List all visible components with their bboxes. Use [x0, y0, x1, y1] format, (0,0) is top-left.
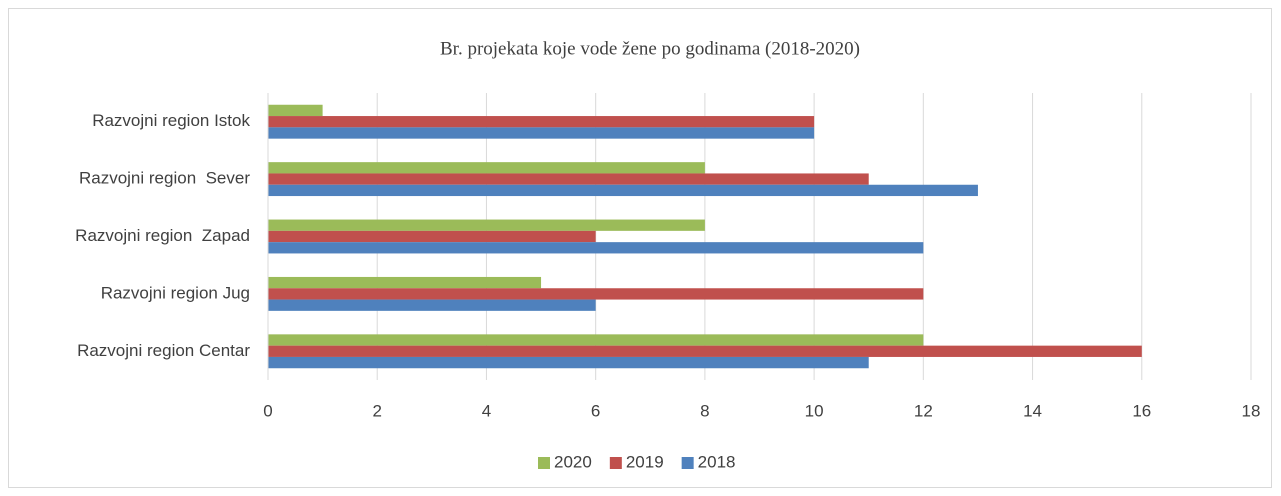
y-tick-label: Razvojni region Istok — [92, 111, 250, 130]
bar — [268, 116, 815, 128]
x-tick-label: 18 — [1242, 401, 1261, 420]
legend-swatch — [609, 457, 622, 469]
bar — [268, 356, 869, 369]
bar — [268, 276, 542, 289]
legend-label: 2020 — [554, 452, 592, 471]
bar — [268, 162, 705, 174]
bar — [268, 299, 596, 311]
bar — [268, 230, 596, 243]
bar — [268, 334, 924, 346]
x-tick-label: 0 — [263, 401, 272, 420]
bar — [268, 173, 869, 185]
x-tick-label: 10 — [805, 401, 824, 420]
y-tick-label: Razvojni region Zapad — [75, 226, 250, 245]
legend-label: 2019 — [626, 452, 664, 471]
bar — [268, 242, 924, 254]
bar — [268, 288, 924, 300]
y-tick-label: Razvojni region Centar — [77, 341, 250, 360]
x-tick-label: 6 — [591, 401, 600, 420]
x-tick-label: 14 — [1023, 401, 1042, 420]
x-tick-label: 16 — [1132, 401, 1151, 420]
bar — [268, 184, 978, 197]
bar — [268, 345, 1142, 357]
bar — [268, 127, 815, 139]
bar — [268, 219, 705, 231]
y-tick-label: Razvojni region Sever — [79, 169, 250, 188]
bar — [268, 104, 323, 117]
x-tick-label: 8 — [700, 401, 709, 420]
legend-swatch — [681, 457, 694, 469]
legend-swatch — [538, 457, 550, 469]
chart-title: Br. projekata koje vode žene po godinama… — [440, 38, 860, 59]
y-tick-label: Razvojni region Jug — [101, 283, 250, 302]
legend-label: 2018 — [698, 452, 736, 471]
x-tick-label: 4 — [482, 401, 491, 420]
x-tick-label: 2 — [372, 401, 381, 420]
x-tick-label: 12 — [914, 401, 933, 420]
